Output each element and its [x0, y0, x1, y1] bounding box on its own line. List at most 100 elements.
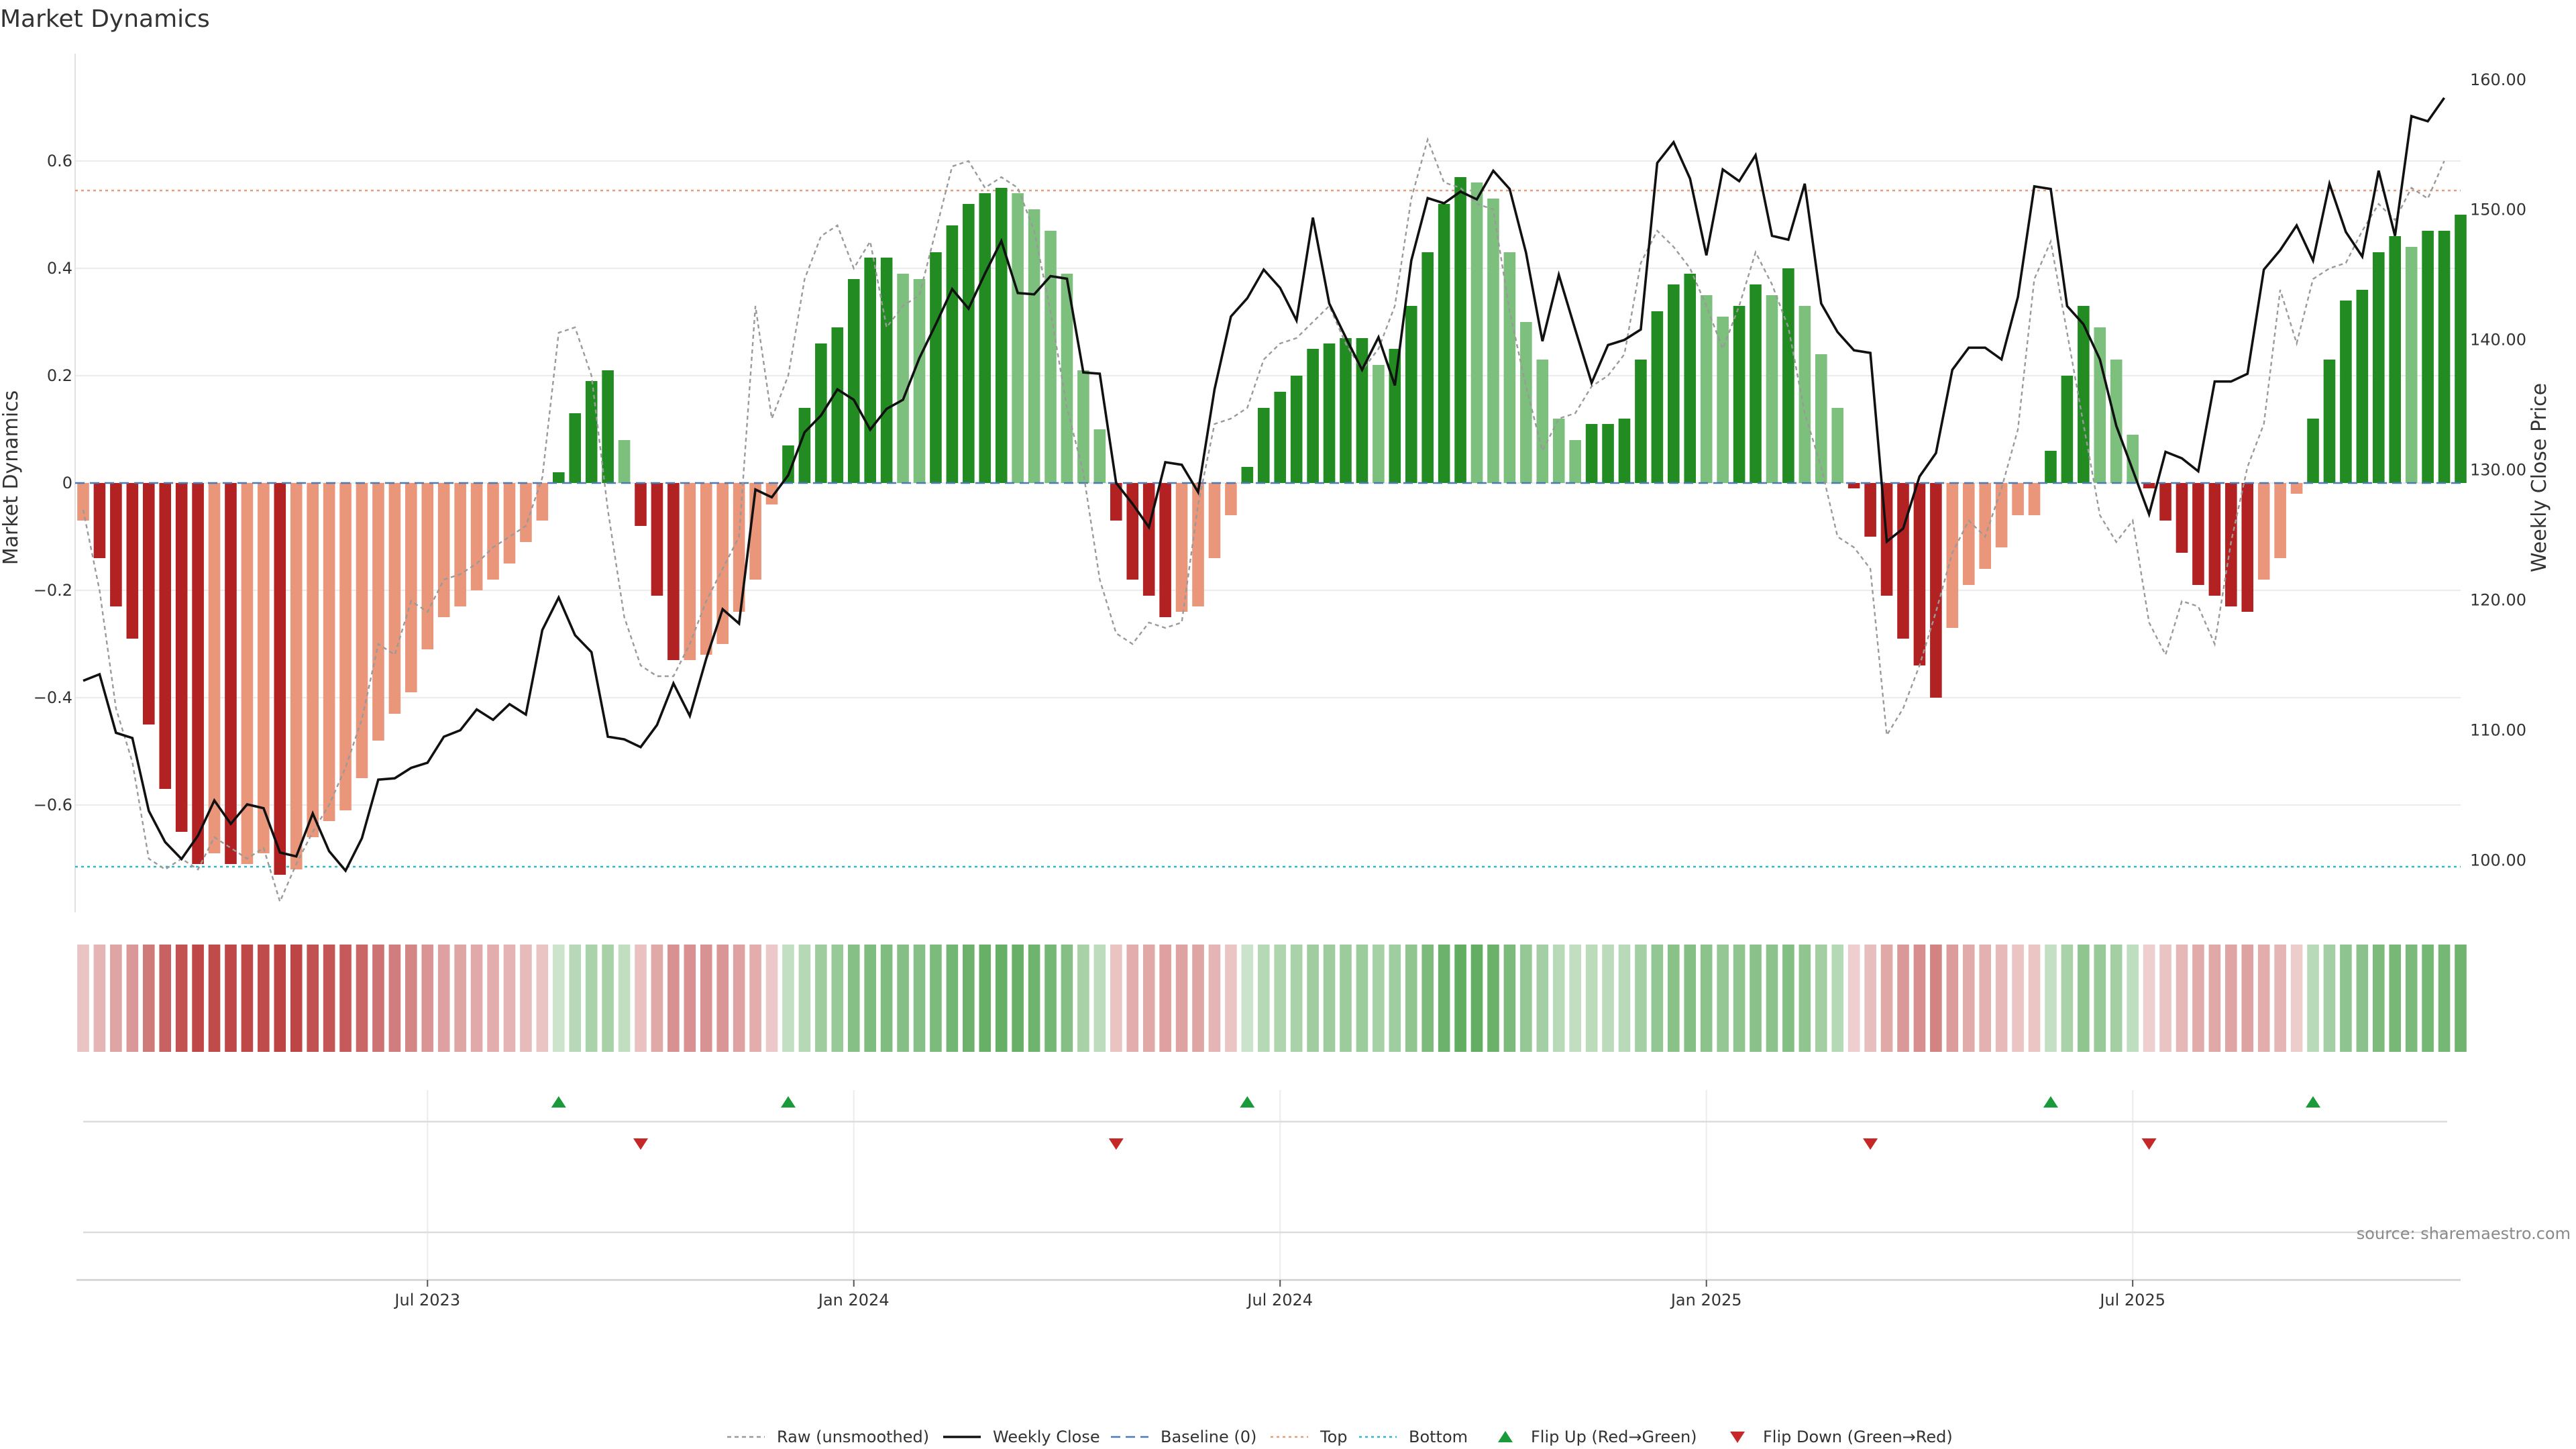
bar: [1028, 209, 1040, 483]
bar: [2405, 247, 2418, 483]
bar: [897, 274, 909, 483]
x-axis: Jul 2023 Jan 2024 Jul 2024 Jan 2025 Jul 2025: [76, 1279, 2461, 1309]
bar: [1799, 306, 1811, 483]
raw-series-line: [82, 137, 2445, 904]
legend: Raw (unsmoothed) Weekly Close Baseline (0)…: [727, 1428, 1953, 1446]
bar: [1847, 483, 1860, 488]
bar: [831, 327, 844, 483]
heat-cell: [897, 945, 909, 1052]
bar: [388, 483, 401, 714]
heat-cell: [880, 945, 893, 1052]
legend-label: Weekly Close: [993, 1428, 1100, 1446]
x-tick-label: Jul 2023: [393, 1291, 460, 1309]
bar: [1536, 360, 1549, 483]
bar: [225, 483, 237, 864]
heat-cell: [1503, 945, 1516, 1052]
heat-cell: [1470, 945, 1483, 1052]
heat-cell: [274, 945, 286, 1052]
bar: [1831, 408, 1844, 483]
heat-cell: [1225, 945, 1237, 1052]
legend-item-flip-up: Flip Up (Red→Green): [1498, 1428, 1697, 1446]
heat-cell: [2340, 945, 2352, 1052]
bar: [1569, 440, 1581, 483]
bar: [1373, 365, 1385, 483]
heat-cell: [930, 945, 942, 1052]
legend-label: Raw (unsmoothed): [777, 1428, 929, 1446]
heat-cell: [1750, 945, 1762, 1052]
bar: [1208, 483, 1221, 558]
bar: [1470, 182, 1483, 483]
bar: [2127, 435, 2139, 483]
bar: [618, 440, 631, 483]
left-axis-label: Market Dynamics: [0, 390, 23, 566]
bar: [470, 483, 483, 590]
bar: [454, 483, 466, 606]
heat-cell: [1700, 945, 1713, 1052]
heat-cell: [258, 945, 270, 1052]
heat-cell: [716, 945, 729, 1052]
bar: [1733, 306, 1746, 483]
right-tick-label: 110.00: [2470, 720, 2526, 739]
heat-cell: [2290, 945, 2303, 1052]
heat-cell: [2225, 945, 2237, 1052]
right-tick-label: 160.00: [2470, 70, 2526, 89]
heat-cell: [2356, 945, 2369, 1052]
heat-cell: [618, 945, 631, 1052]
heat-cell: [2192, 945, 2204, 1052]
weekly-close-line: [83, 97, 2446, 873]
heat-cell: [651, 945, 663, 1052]
bar: [667, 483, 680, 660]
left-tick-label: 0.4: [47, 259, 72, 278]
bar: [2012, 483, 2024, 515]
bar: [1946, 483, 1959, 628]
heat-cell: [1192, 945, 1204, 1052]
bar: [2422, 231, 2434, 483]
bar: [995, 188, 1008, 483]
bar: [1257, 408, 1270, 483]
heat-cell: [1815, 945, 1827, 1052]
flip-up-marker: [2306, 1096, 2321, 1108]
bar: [1602, 424, 1614, 483]
heat-cell: [307, 945, 319, 1052]
bar: [372, 483, 384, 741]
heat-cell: [1274, 945, 1287, 1052]
bar: [602, 370, 614, 483]
legend-label: Flip Down (Green→Red): [1763, 1428, 1953, 1446]
bar: [1093, 429, 1106, 483]
bar: [979, 193, 991, 483]
bar: [93, 483, 106, 558]
heat-cell: [1077, 945, 1089, 1052]
bar: [323, 483, 335, 821]
bar: [2241, 483, 2254, 612]
heat-cell: [1684, 945, 1697, 1052]
heat-cell: [979, 945, 991, 1052]
bar: [1717, 317, 1729, 483]
bar: [1635, 360, 1647, 483]
heat-cell: [2012, 945, 2024, 1052]
legend-item-close: Weekly Close: [943, 1428, 1100, 1446]
right-tick-label: 150.00: [2470, 201, 2526, 219]
heat-cell: [2061, 945, 2074, 1052]
bar: [2159, 483, 2171, 521]
heat-cell: [1799, 945, 1811, 1052]
x-tick-label: Jul 2024: [1246, 1291, 1313, 1309]
heat-cell: [126, 945, 139, 1052]
heat-cell: [372, 945, 384, 1052]
heat-cell: [798, 945, 811, 1052]
heat-cell: [995, 945, 1008, 1052]
heat-cell: [2110, 945, 2123, 1052]
bar: [946, 225, 959, 483]
heat-cell: [1585, 945, 1598, 1052]
bar: [864, 258, 876, 483]
bar: [1700, 295, 1713, 483]
bar: [2094, 327, 2106, 483]
flip-down-marker: [1108, 1138, 1124, 1150]
bar: [192, 483, 204, 864]
bar: [2323, 360, 2336, 483]
bar: [930, 252, 942, 483]
heat-cell: [2241, 945, 2254, 1052]
heat-cell: [749, 945, 761, 1052]
bar: [782, 445, 794, 483]
bar: [1864, 483, 1876, 537]
bar: [1668, 284, 1680, 483]
